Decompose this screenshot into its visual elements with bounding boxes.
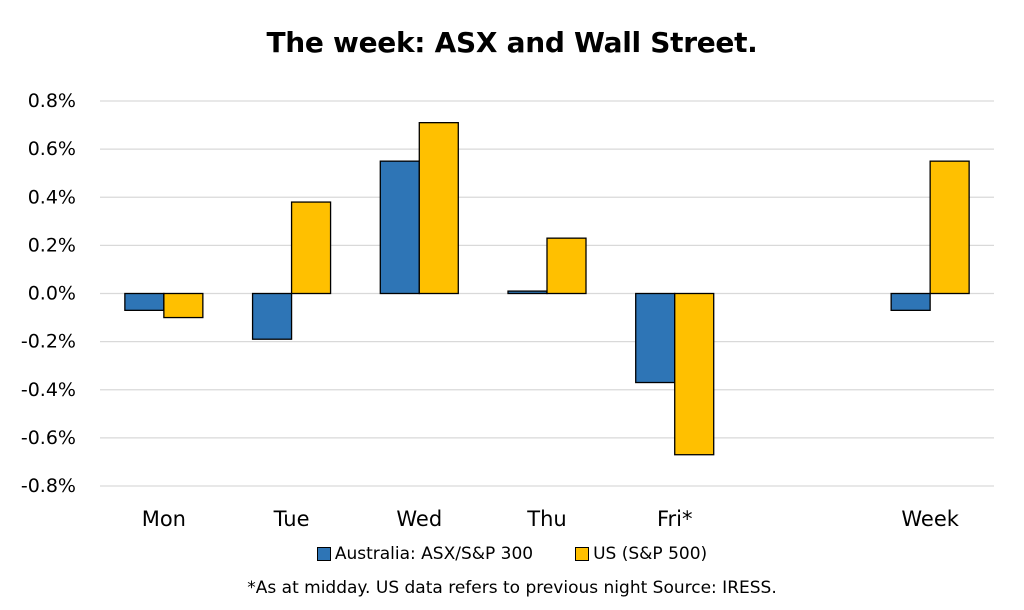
x-tick-label: Week [901, 507, 959, 531]
y-tick-label: 0.4% [28, 186, 76, 208]
legend-item-australia: Australia: ASX/S&P 300 [316, 544, 534, 564]
y-tick-label: -0.4% [21, 379, 76, 401]
y-tick-label: 0.8% [28, 90, 76, 112]
bar-australia-thu [507, 290, 548, 295]
bar-australia-mon [124, 292, 165, 311]
legend-swatch-australia [316, 547, 331, 561]
legend: Australia: ASX/S&P 300 US (S&P 500) [0, 544, 1024, 564]
y-tick-label: -0.2% [21, 331, 76, 353]
legend-label-australia: Australia: ASX/S&P 300 [334, 544, 534, 564]
chart-title: The week: ASX and Wall Street. [266, 26, 758, 59]
y-tick-label: -0.8% [21, 475, 76, 497]
x-axis-ticks: Mon Tue Wed Thu Fri* Week [142, 507, 960, 531]
y-tick-label: 0.0% [28, 283, 76, 305]
bar-australia-fri [635, 292, 676, 384]
bar-us-week [929, 160, 970, 295]
bar-australia-week [890, 292, 931, 311]
x-tick-label: Thu [526, 507, 566, 531]
bars [124, 122, 970, 456]
y-tick-label: 0.6% [28, 138, 76, 160]
x-tick-label: Mon [142, 507, 186, 531]
bar-australia-wed [379, 160, 420, 295]
bar-us-mon [163, 292, 204, 319]
footnote: *As at midday. US data refers to previou… [247, 578, 777, 598]
y-tick-label: -0.6% [21, 427, 76, 449]
legend-item-us: US (S&P 500) [575, 544, 707, 564]
x-tick-label: Wed [396, 507, 442, 531]
bar-us-fri [674, 292, 715, 456]
x-tick-label: Fri* [657, 507, 693, 531]
legend-swatch-us [575, 547, 590, 561]
bar-us-thu [546, 237, 587, 295]
bar-us-tue [290, 201, 332, 295]
bar-australia-tue [251, 292, 293, 340]
x-tick-label: Tue [273, 507, 310, 531]
bar-us-wed [418, 122, 459, 295]
y-tick-label: 0.2% [28, 234, 76, 256]
grid-lines [100, 100, 994, 487]
legend-label-us: US (S&P 500) [593, 544, 708, 564]
y-axis-ticks: 0.8% 0.6% 0.4% 0.2% 0.0% -0.2% -0.4% -0.6% -0.8% [21, 90, 76, 497]
